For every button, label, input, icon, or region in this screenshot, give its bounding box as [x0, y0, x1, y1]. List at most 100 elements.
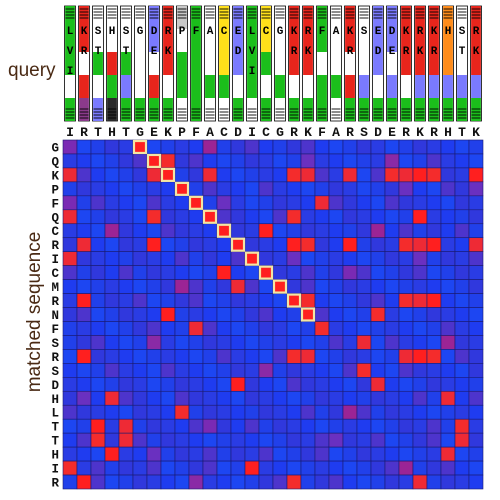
heatmap-cell — [132, 321, 148, 336]
heatmap-cell — [454, 460, 470, 476]
heatmap-cell — [412, 390, 428, 406]
heatmap-cell — [328, 404, 344, 420]
heatmap-cell — [230, 404, 246, 420]
heatmap-cell — [244, 223, 260, 239]
heatmap-cell — [440, 139, 456, 155]
heatmap-cell — [440, 390, 456, 406]
heatmap-cell — [132, 349, 148, 364]
heatmap-cell — [426, 237, 442, 252]
profile-letter: K — [417, 46, 424, 58]
heatmap-cell — [216, 293, 232, 308]
profile-column — [330, 5, 342, 122]
y-tick-label: H — [51, 449, 59, 463]
profile-segment — [443, 75, 453, 98]
heatmap-cell — [244, 321, 260, 336]
heatmap-cell — [90, 195, 106, 211]
heatmap-cell — [342, 460, 358, 476]
heatmap-cell — [202, 251, 218, 266]
profile-letter: R — [165, 26, 172, 38]
heatmap-cell — [426, 474, 442, 490]
heatmap-cell — [160, 251, 176, 266]
y-tick-label: T — [51, 421, 59, 435]
heatmap-cell — [328, 432, 344, 448]
heatmap-cell — [104, 460, 120, 476]
heatmap-cell — [230, 418, 246, 434]
heatmap-cell — [454, 474, 470, 490]
heatmap-cell — [370, 139, 386, 155]
heatmap-cell — [132, 446, 148, 462]
heatmap-cell — [174, 139, 190, 155]
heatmap-cell — [76, 432, 92, 448]
heatmap-cell — [216, 279, 232, 294]
heatmap-cell — [230, 474, 246, 490]
heatmap-cell — [258, 181, 274, 197]
heatmap-cell — [370, 167, 386, 183]
heatmap-cell — [328, 418, 344, 434]
heatmap-cell — [286, 418, 302, 434]
heatmap-cell — [398, 432, 414, 448]
heatmap-cell — [300, 265, 316, 280]
heatmap-cell — [356, 377, 372, 392]
heatmap-cell — [272, 167, 288, 183]
heatmap-cell — [76, 153, 92, 169]
heatmap-cell — [90, 321, 106, 336]
heatmap-cell — [300, 237, 316, 252]
heatmap-cell — [370, 404, 386, 420]
heatmap-cell — [216, 349, 232, 364]
heatmap-cell — [412, 293, 428, 308]
profile-segment — [429, 52, 439, 75]
profile-letter: F — [193, 26, 200, 38]
heatmap-cell — [384, 181, 400, 197]
heatmap-cell — [118, 251, 134, 266]
heatmap-cell — [244, 265, 260, 280]
profile-segment — [471, 52, 481, 75]
heatmap-cell — [356, 446, 372, 462]
heatmap-cell — [468, 460, 484, 476]
heatmap-cell — [454, 418, 470, 434]
heatmap-cell — [188, 293, 204, 308]
heatmap-cell — [454, 209, 470, 225]
y-tick-label: Q — [51, 211, 59, 225]
heatmap-cell — [412, 363, 428, 378]
heatmap-cell — [412, 265, 428, 280]
heatmap-cell — [286, 335, 302, 350]
heatmap-cell — [286, 446, 302, 462]
heatmap-cell — [258, 404, 274, 420]
profile-segment — [303, 52, 313, 75]
heatmap-cell — [90, 432, 106, 448]
heatmap-cell — [328, 237, 344, 252]
profile-segment — [401, 6, 411, 29]
heatmap-cell — [300, 363, 316, 378]
heatmap-cell — [216, 377, 232, 392]
heatmap-cell — [62, 279, 78, 294]
heatmap-cell — [454, 279, 470, 294]
heatmap-cell — [76, 335, 92, 350]
heatmap-cell — [230, 153, 246, 169]
heatmap-cell — [244, 460, 260, 476]
heatmap-cell — [62, 377, 78, 392]
heatmap-cell — [328, 279, 344, 294]
heatmap-cell — [146, 418, 162, 434]
heatmap-cell — [230, 279, 246, 294]
x-tick-label: C — [262, 125, 270, 140]
heatmap-cell — [440, 167, 456, 183]
profile-segment — [401, 29, 411, 52]
heatmap-cell — [146, 237, 162, 252]
heatmap-cell — [244, 209, 260, 225]
heatmap-cell — [454, 321, 470, 336]
profile-segment — [219, 6, 229, 29]
heatmap-cell — [286, 474, 302, 490]
profile-letter: C — [221, 26, 228, 38]
heatmap-cell — [132, 251, 148, 266]
x-tick-label: F — [192, 125, 200, 140]
heatmap-cell — [118, 390, 134, 406]
heatmap-cell — [188, 335, 204, 350]
heatmap-cell — [314, 251, 330, 266]
heatmap-cell — [188, 279, 204, 294]
heatmap-cell — [216, 418, 232, 434]
heatmap-cell — [230, 377, 246, 392]
heatmap-cell — [384, 237, 400, 252]
heatmap-cell — [132, 167, 148, 183]
heatmap-cell — [314, 237, 330, 252]
heatmap-cell — [202, 432, 218, 448]
